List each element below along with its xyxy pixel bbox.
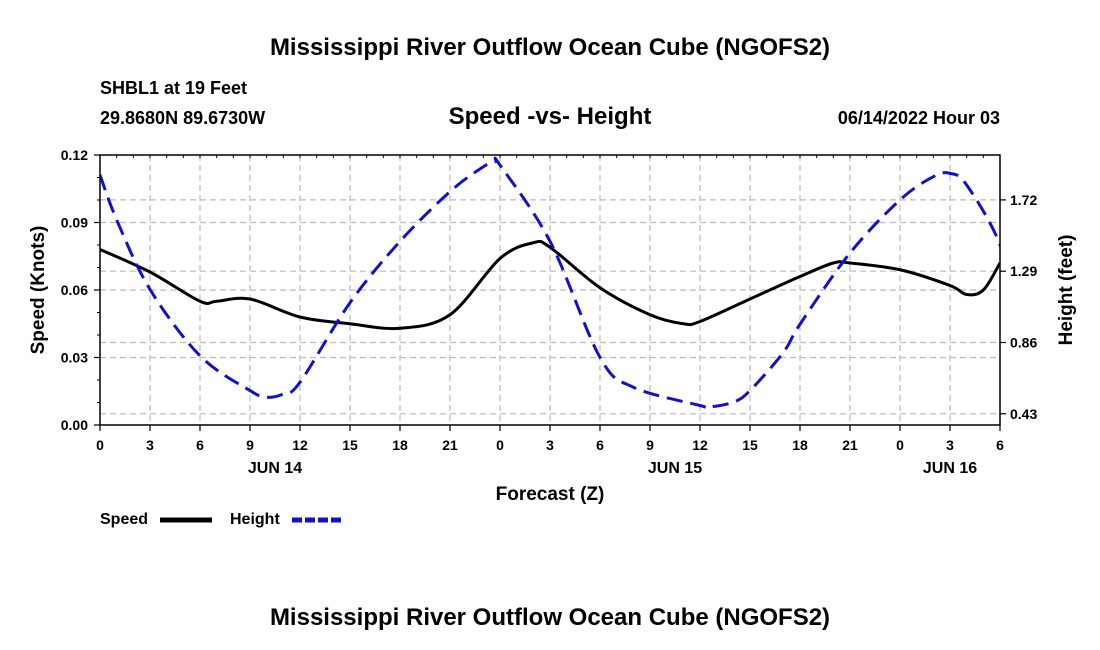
location-label: 29.8680N 89.6730W [100,108,265,128]
series-layer [100,156,1000,410]
x-tick-label: 3 [546,437,554,453]
y-right-tick-label: 0.86 [1010,334,1037,350]
y-left-axis-title: Speed (Knots) [28,226,49,355]
x-tick-label: 0 [96,437,104,453]
x-tick-label: 12 [692,437,708,453]
series-line-height [100,156,1000,410]
grid [100,155,1000,425]
x-tick-label: 18 [792,437,808,453]
chart-subtitle: Speed -vs- Height [449,103,652,130]
x-tick-label: 12 [292,437,308,453]
x-tick-label: 6 [596,437,604,453]
y-right-tick-label: 0.43 [1010,406,1037,422]
x-tick-label: 3 [146,437,154,453]
x-axis-title: Forecast (Z) [496,484,605,505]
y-left-tick-label: 0.00 [61,417,88,433]
x-tick-label: 6 [196,437,204,453]
legend: Speed Height [100,511,344,528]
axes: 0 3 6 9 12 15 18 21 0 3 6 9 12 15 18 21 0 3 6 0.00 0.03 0.06 0… [61,147,1038,477]
x-date-label: JUN 15 [648,460,702,477]
series-line-speed [100,239,1000,331]
legend-label-speed: Speed [100,511,148,528]
x-tick-label: 6 [996,437,1004,453]
x-tick-label: 0 [896,437,904,453]
x-date-label: JUN 16 [923,460,977,477]
y-left-tick-label: 0.06 [61,282,88,298]
footer-title: Mississippi River Outflow Ocean Cube (NG… [270,604,830,631]
x-tick-label: 21 [442,437,458,453]
x-tick-label: 3 [946,437,954,453]
y-left-tick-label: 0.03 [61,350,88,366]
x-tick-label: 9 [646,437,654,453]
x-tick-label: 15 [342,437,358,453]
station-label: SHBL1 at 19 Feet [100,78,247,98]
x-tick-label: 21 [842,437,858,453]
y-left-tick-label: 0.09 [61,215,88,231]
y-left-tick-label: 0.12 [61,147,88,163]
x-date-label: JUN 14 [248,460,302,477]
y-right-tick-label: 1.29 [1010,263,1037,279]
x-tick-label: 18 [392,437,408,453]
x-tick-label: 9 [246,437,254,453]
legend-label-height: Height [230,511,280,528]
chart-title: Mississippi River Outflow Ocean Cube (NG… [270,34,830,61]
y-right-tick-label: 1.72 [1010,192,1037,208]
x-tick-label: 15 [742,437,758,453]
y-right-axis-title: Height (feet) [1056,235,1077,346]
timestamp-label: 06/14/2022 Hour 03 [838,108,1000,128]
x-tick-label: 0 [496,437,504,453]
